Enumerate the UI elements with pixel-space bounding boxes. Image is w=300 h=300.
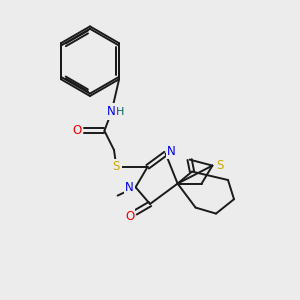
Text: H: H xyxy=(116,106,124,117)
Text: N: N xyxy=(125,181,134,194)
Text: O: O xyxy=(72,124,81,137)
Text: O: O xyxy=(125,209,134,223)
Text: N: N xyxy=(107,105,116,118)
Text: S: S xyxy=(216,159,223,172)
Text: S: S xyxy=(113,160,120,173)
Text: N: N xyxy=(167,145,176,158)
